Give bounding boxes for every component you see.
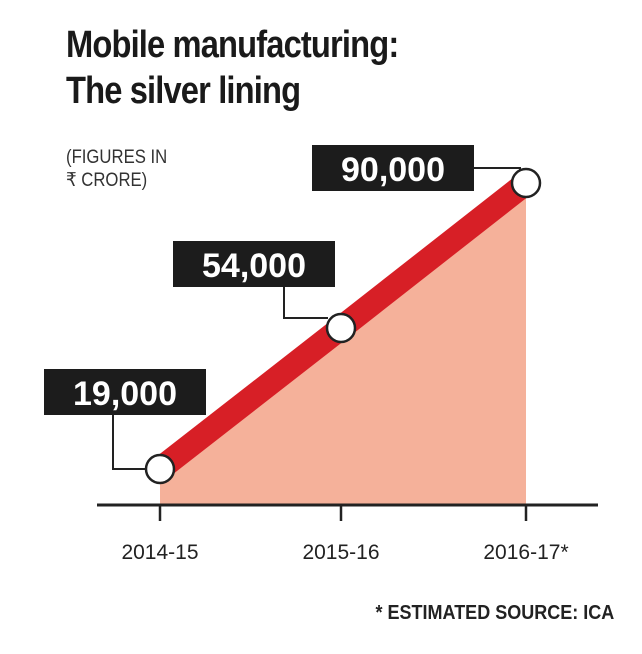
data-label-box-1	[44, 369, 206, 415]
data-point-2	[325, 312, 357, 344]
data-label-leader-1	[112, 415, 146, 470]
x-tick-label-1: 2014-15	[121, 541, 198, 564]
chart-title-line-1: Mobile manufacturing:	[66, 24, 399, 66]
x-tick-label-2: 2015-16	[302, 541, 379, 564]
chart-title-line-2: The silver lining	[66, 70, 301, 112]
source-footnote: * ESTIMATED SOURCE: ICA	[375, 602, 614, 624]
units-note: (FIGURES IN ₹ CRORE)	[66, 146, 167, 192]
data-label-leader-2	[283, 287, 328, 319]
data-label-leader-3	[474, 167, 521, 176]
data-label-2: 54,000	[202, 247, 306, 285]
data-point-3	[510, 167, 542, 199]
x-tick-label-3: 2016-17*	[483, 541, 568, 564]
units-note-line-2: ₹ CRORE)	[66, 170, 148, 191]
chart-title: Mobile manufacturing: The silver lining	[66, 22, 399, 114]
data-label-box-3	[312, 145, 474, 191]
data-point-1	[144, 453, 176, 485]
data-label-box-2	[173, 241, 335, 287]
data-label-3: 90,000	[341, 151, 445, 189]
data-label-1: 19,000	[73, 375, 177, 413]
units-note-line-1: (FIGURES IN	[66, 147, 168, 168]
